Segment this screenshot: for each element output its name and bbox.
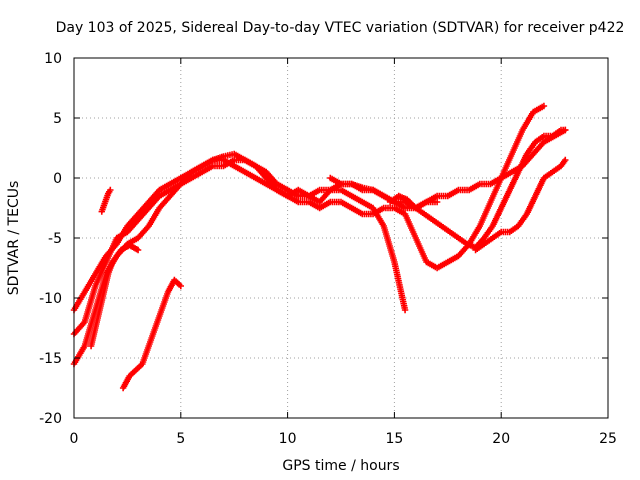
- axis-ticks: 0 5 10 15 20 25 10 5 0 -5 -10 -15 -20: [39, 51, 617, 447]
- x-tick-label: 25: [599, 431, 617, 447]
- y-tick-label: 10: [44, 51, 62, 67]
- data-point: [433, 198, 441, 206]
- x-tick-label: 20: [492, 431, 510, 447]
- data-point: [562, 156, 569, 164]
- data-point: [401, 306, 409, 314]
- x-axis-label: GPS time / hours: [282, 458, 399, 474]
- x-tick-label: 10: [279, 431, 297, 447]
- y-tick-label: -15: [39, 351, 62, 367]
- y-tick-label: -20: [39, 411, 62, 427]
- y-tick-label: -5: [48, 231, 62, 247]
- data-points: [70, 102, 569, 392]
- chart-title: Day 103 of 2025, Sidereal Day-to-day VTE…: [56, 20, 625, 36]
- data-point: [134, 246, 142, 254]
- x-tick-label: 5: [176, 431, 185, 447]
- y-tick-label: -10: [39, 291, 62, 307]
- data-point: [562, 126, 569, 134]
- y-tick-label: 5: [53, 111, 62, 127]
- grid: [74, 58, 608, 418]
- data-point: [540, 102, 548, 110]
- y-axis-label: SDTVAR / TECUs: [6, 181, 22, 296]
- data-point: [177, 282, 184, 290]
- x-tick-label: 15: [385, 431, 403, 447]
- data-point: [107, 186, 114, 194]
- y-tick-label: 0: [53, 171, 62, 187]
- x-tick-label: 0: [70, 431, 79, 447]
